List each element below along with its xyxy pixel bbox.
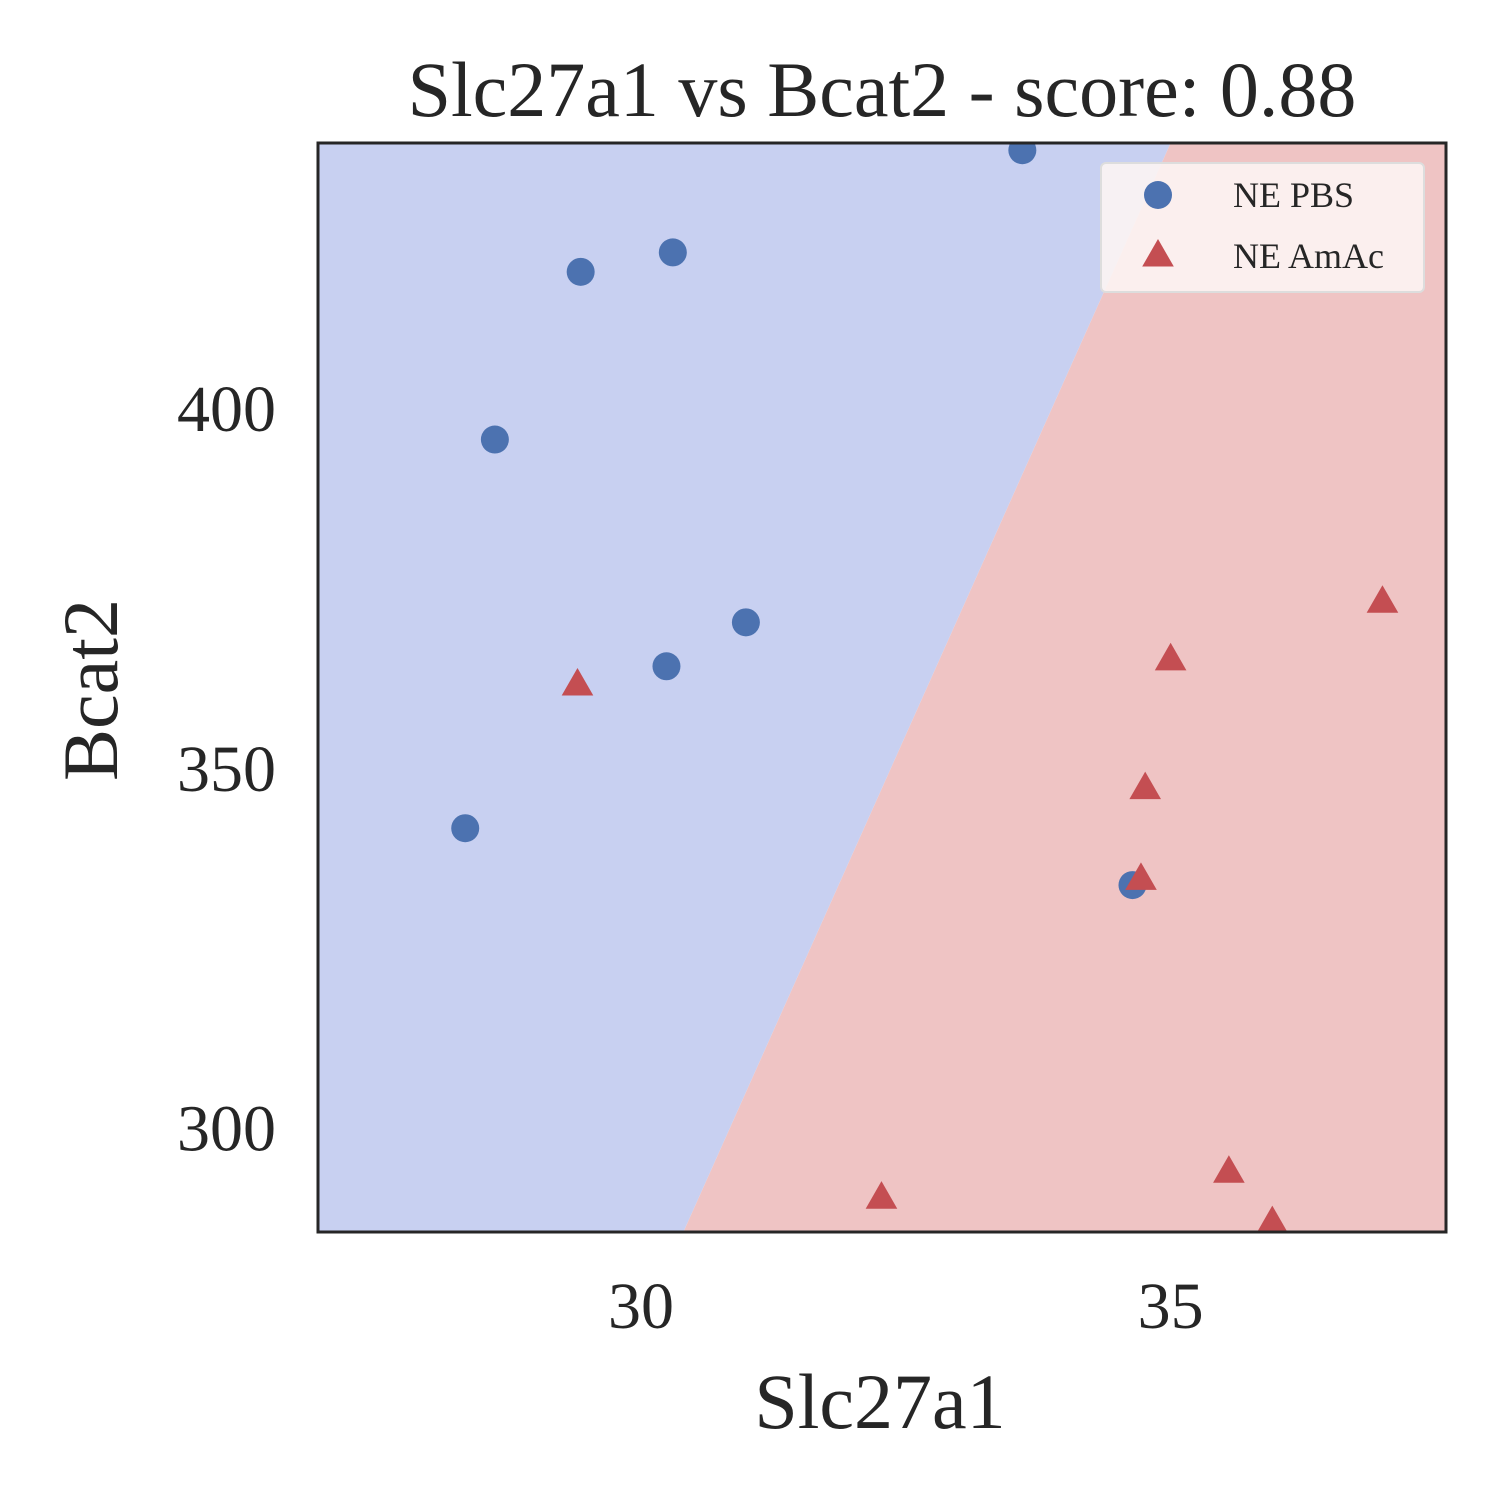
x-tick-label-30: 30 (608, 1270, 674, 1343)
y-tick-label-400: 400 (177, 373, 276, 446)
pbs-point-2 (566, 257, 595, 286)
legend-marker-0 (1144, 181, 1172, 209)
y-axis-label: Bcat2 (47, 599, 134, 781)
legend-marker-1 (1142, 239, 1174, 267)
amac-point-7 (1257, 1205, 1288, 1232)
pbs-point-6 (451, 814, 480, 843)
pbs-point-5 (652, 652, 681, 681)
points-layer (451, 143, 1399, 1232)
pbs-point-3 (480, 425, 509, 454)
legend-box (1100, 162, 1425, 293)
y-tick-label-350: 350 (177, 733, 276, 806)
x-axis-label: Slc27a1 (754, 1358, 1005, 1445)
amac-point-2 (1366, 585, 1399, 613)
region-ne-amac (683, 143, 1446, 1232)
chart-title: Slc27a1 vs Bcat2 - score: 0.88 (408, 46, 1357, 133)
pbs-point-4 (731, 608, 760, 637)
amac-point-3 (1129, 771, 1162, 800)
amac-point-5 (1213, 1155, 1245, 1183)
decision-regions (318, 143, 1446, 1232)
amac-point-0 (561, 667, 594, 696)
plot-frame (316, 141, 1448, 1234)
amac-point-6 (865, 1181, 898, 1209)
region-ne-pbs (318, 143, 1171, 1232)
legend-label-1: NE AmAc (1233, 236, 1384, 276)
axis-ticks: 30 35 300 350 400 (177, 373, 1204, 1343)
x-tick-label-35: 35 (1138, 1270, 1204, 1343)
legend: NE PBS NE AmAc (1100, 162, 1425, 293)
pbs-point-1 (658, 238, 687, 267)
amac-point-4 (1125, 862, 1157, 890)
amac-point-1 (1154, 642, 1187, 671)
legend-label-0: NE PBS (1233, 175, 1354, 215)
pbs-point-0 (1008, 143, 1037, 165)
y-tick-label-300: 300 (177, 1093, 276, 1166)
